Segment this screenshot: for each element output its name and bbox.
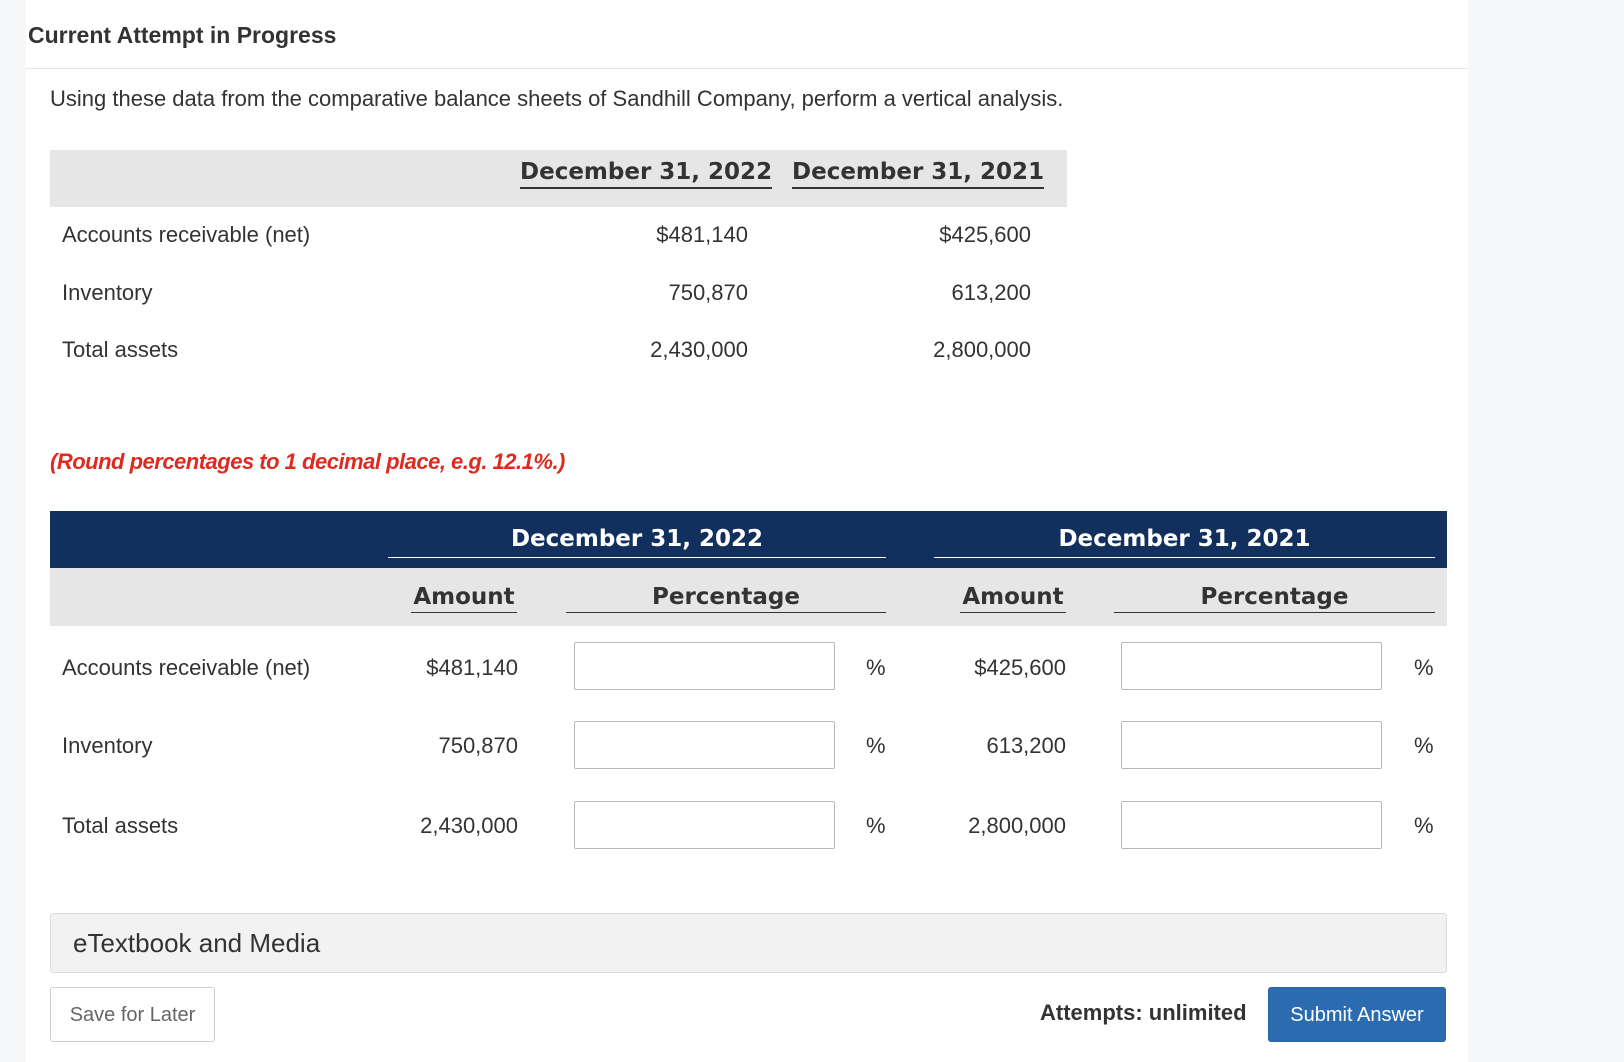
answer-inventory-amount-2021: 613,200: [986, 733, 1066, 758]
header-divider: [26, 68, 1468, 69]
inventory-percentage-2021-input[interactable]: [1121, 721, 1382, 769]
answer-row-label-ar: Accounts receivable (net): [62, 655, 311, 680]
subhead-percentage-2022: Percentage: [566, 582, 886, 613]
data-total-2021: 2,800,000: [933, 337, 1031, 362]
percent-sign: %: [866, 813, 886, 838]
percent-sign: %: [866, 655, 886, 680]
percent-sign: %: [1414, 813, 1434, 838]
data-row-label-ar: Accounts receivable (net): [62, 222, 311, 247]
rounding-hint: (Round percentages to 1 decimal place, e…: [50, 449, 565, 474]
etextbook-and-media-section[interactable]: eTextbook and Media: [50, 913, 1447, 973]
percent-sign: %: [866, 733, 886, 758]
data-inventory-2022: 750,870: [668, 280, 748, 305]
percent-sign: %: [1414, 655, 1434, 680]
group-2022: December 31, 2022: [388, 511, 886, 558]
answer-ar-amount-2021: $425,600: [974, 655, 1066, 680]
data-ar-2021: $425,600: [939, 222, 1031, 247]
submit-answer-button[interactable]: Submit Answer: [1268, 987, 1446, 1042]
data-col-2021: December 31, 2021: [792, 158, 1045, 189]
data-col-2022: December 31, 2022: [520, 158, 773, 189]
answer-row-label-total: Total assets: [62, 813, 179, 838]
answer-inventory-amount-2022: 750,870: [438, 733, 518, 758]
percent-sign: %: [1414, 733, 1434, 758]
inventory-percentage-2022-input[interactable]: [574, 721, 835, 769]
answer-table-group-header: December 31, 2022 December 31, 2021: [50, 511, 1447, 568]
answer-row-label-inventory: Inventory: [62, 733, 153, 758]
answer-ar-amount-2022: $481,140: [426, 655, 518, 680]
page-title: Current Attempt in Progress: [28, 22, 337, 48]
subhead-amount-2021: Amount: [960, 582, 1066, 613]
save-for-later-button[interactable]: Save for Later: [50, 987, 215, 1042]
total-percentage-2021-input[interactable]: [1121, 801, 1382, 849]
data-ar-2022: $481,140: [656, 222, 748, 247]
answer-total-amount-2022: 2,430,000: [420, 813, 518, 838]
subhead-amount-2022: Amount: [411, 582, 517, 613]
data-inventory-2021: 613,200: [951, 280, 1031, 305]
question-text: Using these data from the comparative ba…: [50, 86, 1064, 111]
answer-total-amount-2021: 2,800,000: [968, 813, 1066, 838]
etextbook-label: eTextbook and Media: [73, 928, 321, 958]
data-row-label-total: Total assets: [62, 337, 179, 362]
data-total-2022: 2,430,000: [650, 337, 748, 362]
group-2021: December 31, 2021: [934, 511, 1435, 558]
data-table-header: [50, 150, 1067, 207]
answer-table-subheader: Amount Percentage Amount Percentage: [50, 568, 1447, 626]
total-percentage-2022-input[interactable]: [574, 801, 835, 849]
data-row-label-inventory: Inventory: [62, 280, 153, 305]
ar-percentage-2021-input[interactable]: [1121, 642, 1382, 690]
attempts-label: Attempts: unlimited: [1040, 1000, 1247, 1025]
subhead-percentage-2021: Percentage: [1114, 582, 1435, 613]
ar-percentage-2022-input[interactable]: [574, 642, 835, 690]
